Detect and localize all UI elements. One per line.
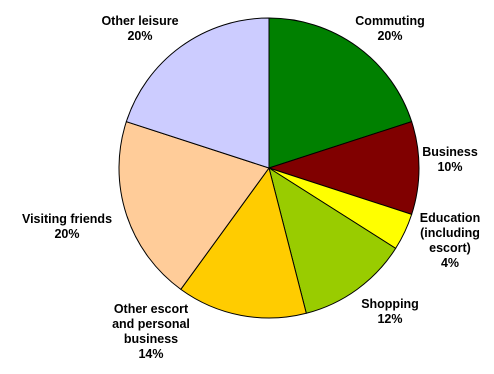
label-other-escort-line-2: and personal (112, 317, 190, 331)
label-other-leisure: Other leisure 20% (80, 14, 200, 44)
pie-slice-1 (268, 121, 420, 215)
label-business-line: Business (422, 145, 478, 159)
pie-slice-4 (180, 167, 307, 319)
pie-slice-6 (125, 17, 270, 169)
pie-slice-0 (268, 17, 413, 169)
label-other-escort-value: 14% (138, 347, 164, 361)
label-commuting-line: Commuting (355, 14, 425, 28)
label-other-leisure-line: Other leisure (101, 14, 179, 28)
pie-slice-5 (118, 121, 270, 290)
label-commuting: Commuting 20% (340, 14, 440, 44)
label-visiting-friends: Visiting friends 20% (2, 212, 132, 242)
label-shopping: Shopping 12% (340, 297, 440, 327)
label-shopping-value: 12% (377, 312, 403, 326)
label-business: Business 10% (410, 145, 490, 175)
label-other-leisure-value: 20% (127, 29, 153, 43)
label-education-line-1: Education (419, 211, 481, 225)
label-other-escort-line-3: business (123, 332, 179, 346)
label-education-line-2: (including (420, 226, 480, 240)
label-education-value: 4% (440, 256, 460, 270)
label-visiting-friends-value: 20% (54, 227, 80, 241)
label-business-value: 10% (437, 160, 463, 174)
pie-slice-3 (268, 167, 397, 314)
label-other-escort: Other escort and personal business 14% (96, 302, 206, 362)
label-education-line-3: escort) (429, 241, 471, 255)
label-shopping-line: Shopping (361, 297, 419, 311)
label-commuting-value: 20% (377, 29, 403, 43)
label-other-escort-line-1: Other escort (113, 302, 189, 316)
label-visiting-friends-line: Visiting friends (21, 212, 113, 226)
label-education: Education (including escort) 4% (410, 211, 490, 271)
